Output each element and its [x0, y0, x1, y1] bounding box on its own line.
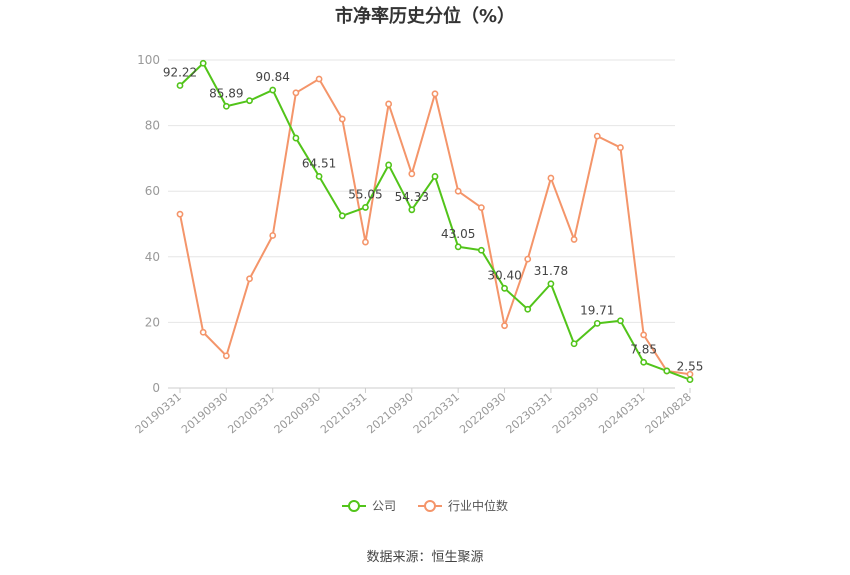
series-line-company — [179, 62, 691, 381]
data-point-company — [385, 161, 393, 169]
data-point-company — [431, 173, 439, 180]
data-point-industry-median — [269, 232, 277, 239]
legend-company-swatch — [341, 499, 366, 513]
data-point-industry-median — [292, 89, 300, 97]
data-label: 2.55 — [677, 360, 704, 374]
data-point-company — [176, 82, 184, 89]
data-point-company — [222, 102, 230, 110]
chart-title: 市净率历史分位（%） — [334, 6, 516, 27]
legend-item-industry-median[interactable]: 行业中位数 — [418, 497, 508, 514]
data-point-company — [477, 246, 485, 254]
data-point-industry-median — [176, 210, 184, 218]
data-point-industry-median — [640, 331, 648, 339]
data-point-company — [663, 367, 671, 375]
x-tick-label: 20200331 — [225, 390, 276, 436]
data-point-company — [524, 305, 532, 313]
data-point-company — [454, 243, 462, 251]
data-point-company — [292, 134, 300, 142]
data-point-industry-median — [222, 352, 230, 360]
data-label: 85.89 — [209, 86, 243, 100]
data-label: 19.71 — [580, 303, 614, 317]
x-tick-label: 20230930 — [550, 390, 601, 436]
x-tick-label: 20220930 — [457, 390, 508, 436]
data-label: 92.22 — [163, 66, 197, 80]
data-point-company — [593, 319, 601, 327]
data-point-company — [640, 358, 648, 366]
data-point-industry-median — [385, 100, 393, 108]
data-point-industry-median — [362, 238, 369, 246]
data-point-industry-median — [408, 170, 416, 178]
data-point-industry-median — [547, 174, 555, 182]
x-tick-label: 20210930 — [364, 390, 415, 436]
x-tick-label: 20190930 — [179, 390, 230, 436]
x-tick-label: 20240331 — [596, 390, 647, 436]
data-label: 31.78 — [534, 264, 568, 278]
data-point-industry-median — [477, 204, 485, 211]
data-point-industry-median — [431, 90, 439, 98]
data-point-industry-median — [524, 255, 532, 263]
data-label: 43.05 — [441, 227, 475, 241]
data-point-industry-median — [617, 144, 624, 151]
data-point-industry-median — [454, 187, 462, 195]
data-point-industry-median — [246, 275, 253, 283]
x-tick-label: 20230331 — [504, 390, 555, 436]
data-label: 54.33 — [395, 190, 429, 204]
x-tick-label: 20200930 — [272, 390, 323, 436]
series-line-industry-median — [179, 78, 691, 376]
data-source: 数据来源：恒生聚源 — [366, 550, 484, 565]
data-point-company — [501, 284, 508, 292]
data-point-industry-median — [593, 132, 601, 140]
data-label: 55.05 — [348, 187, 382, 201]
y-tick-label: 100 — [137, 53, 160, 67]
legend-industry-swatch — [418, 499, 442, 513]
data-point-industry-median — [315, 75, 323, 83]
data-point-company — [246, 97, 253, 105]
x-tick-label: 20210331 — [318, 390, 369, 436]
legend-industry-label: 行业中位数 — [448, 499, 509, 513]
data-point-company — [269, 86, 277, 94]
data-point-industry-median — [570, 236, 578, 243]
data-point-industry-median — [199, 328, 207, 336]
y-tick-label: 0 — [152, 381, 160, 395]
legend-item-company[interactable]: 公司 — [341, 497, 396, 514]
data-point-industry-median — [338, 115, 346, 123]
y-tick-label: 60 — [145, 184, 160, 198]
legend-company-label: 公司 — [371, 499, 396, 513]
legend: 公司 行业中位数 — [0, 497, 850, 514]
data-point-company — [362, 204, 369, 211]
data-point-company — [686, 376, 694, 384]
data-point-company — [199, 59, 207, 67]
data-point-company — [617, 317, 624, 325]
data-label: 7.85 — [630, 342, 657, 356]
data-label: 90.84 — [256, 70, 290, 84]
data-point-company — [547, 280, 555, 288]
x-tick-label: 20220331 — [411, 390, 462, 436]
data-point-industry-median — [501, 322, 508, 330]
x-tick-label: 20190331 — [133, 390, 184, 436]
y-tick-label: 40 — [145, 250, 160, 264]
data-point-company — [408, 206, 416, 214]
x-tick-label: 20240828 — [643, 390, 694, 436]
y-tick-label: 80 — [145, 119, 160, 133]
data-point-company — [570, 340, 578, 348]
y-tick-label: 20 — [145, 315, 160, 329]
data-label: 30.40 — [487, 268, 521, 282]
data-point-company — [315, 173, 323, 180]
data-point-company — [338, 212, 346, 220]
data-label: 64.51 — [302, 156, 336, 170]
